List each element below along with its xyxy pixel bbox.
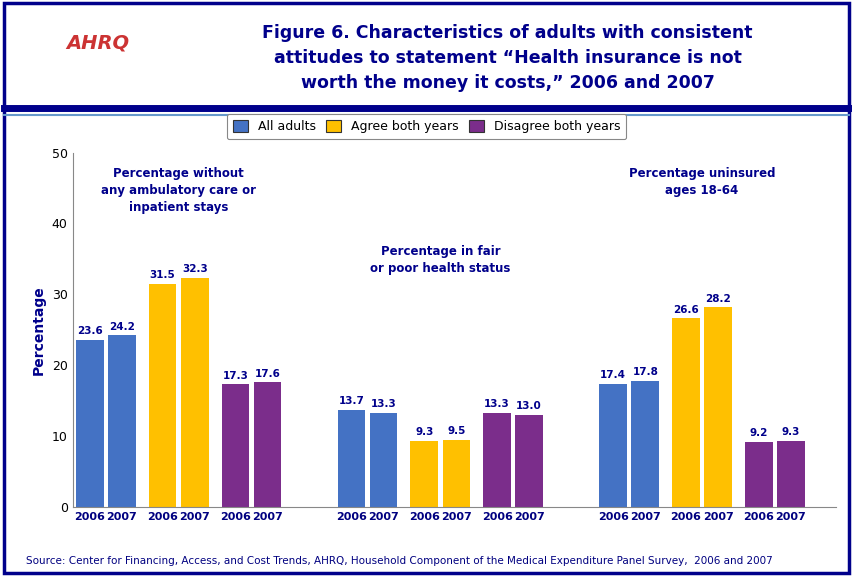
- Bar: [76, 340, 104, 507]
- Legend: All adults, Agree both years, Disagree both years: All adults, Agree both years, Disagree b…: [227, 114, 625, 139]
- Bar: [253, 382, 281, 507]
- Bar: [222, 384, 249, 507]
- Bar: [599, 384, 626, 507]
- Text: AHRQ: AHRQ: [66, 33, 130, 52]
- Text: Advancing
Excellence in
Health Care: Advancing Excellence in Health Care: [72, 60, 123, 90]
- Text: 31.5: 31.5: [150, 270, 176, 280]
- Text: 28.2: 28.2: [705, 294, 730, 304]
- Bar: [369, 412, 397, 507]
- Bar: [442, 439, 469, 507]
- Bar: [704, 307, 731, 507]
- Text: 26.6: 26.6: [672, 305, 698, 315]
- Bar: [671, 319, 699, 507]
- Text: 9.5: 9.5: [446, 426, 465, 436]
- Text: Percentage in fair
or poor health status: Percentage in fair or poor health status: [370, 245, 510, 275]
- Text: Percentage uninsured
ages 18-64: Percentage uninsured ages 18-64: [628, 167, 774, 197]
- Text: 23.6: 23.6: [77, 326, 102, 336]
- Bar: [630, 381, 659, 507]
- Text: 9.2: 9.2: [749, 428, 767, 438]
- Text: Percentage without
any ambulatory care or
inpatient stays: Percentage without any ambulatory care o…: [101, 167, 256, 214]
- Bar: [744, 442, 772, 507]
- Bar: [337, 410, 365, 507]
- Text: Source: Center for Financing, Access, and Cost Trends, AHRQ, Household Component: Source: Center for Financing, Access, an…: [26, 556, 771, 566]
- Text: 13.0: 13.0: [515, 401, 541, 411]
- Text: 17.3: 17.3: [222, 371, 248, 381]
- Text: 13.3: 13.3: [484, 399, 509, 409]
- Text: 24.2: 24.2: [109, 322, 135, 332]
- Bar: [410, 441, 438, 507]
- Bar: [108, 335, 135, 507]
- Y-axis label: Percentage: Percentage: [32, 285, 46, 374]
- Bar: [148, 284, 176, 507]
- Text: 9.3: 9.3: [415, 427, 433, 437]
- Bar: [515, 415, 543, 507]
- Text: 13.3: 13.3: [371, 399, 396, 409]
- Text: 13.7: 13.7: [338, 396, 364, 406]
- Text: 32.3: 32.3: [181, 264, 207, 275]
- Bar: [776, 441, 803, 507]
- Text: 17.4: 17.4: [600, 370, 625, 380]
- Bar: [181, 278, 208, 507]
- Bar: [483, 412, 510, 507]
- Text: 9.3: 9.3: [780, 427, 799, 437]
- Text: 17.6: 17.6: [254, 369, 280, 378]
- Text: Figure 6. Characteristics of adults with consistent
attitudes to statement “Heal: Figure 6. Characteristics of adults with…: [262, 24, 752, 92]
- Text: 17.8: 17.8: [631, 367, 658, 377]
